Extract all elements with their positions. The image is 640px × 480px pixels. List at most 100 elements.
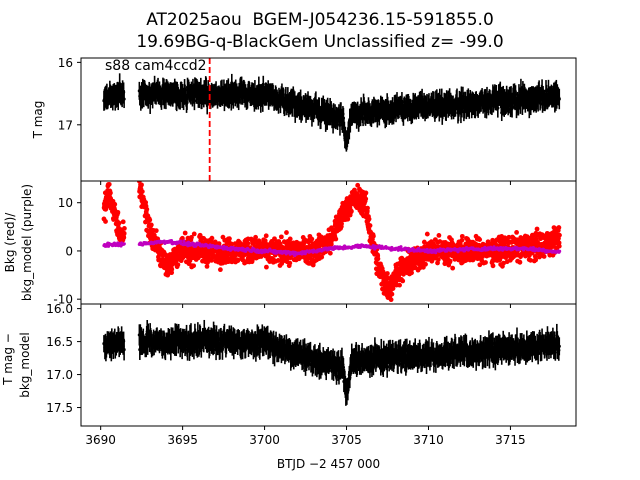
y-axis-label-line2: bkg_model (purple) — [20, 184, 34, 301]
bkg-point — [108, 190, 113, 196]
bkg-point — [144, 206, 150, 212]
bkg-point — [287, 236, 293, 242]
mag-point — [496, 106, 500, 110]
series-middle-0 — [101, 181, 562, 303]
y-tick-label: 16 — [58, 56, 73, 70]
bkg-point — [424, 231, 430, 237]
bkg-point — [528, 257, 533, 263]
plot-area-bottom — [102, 319, 561, 406]
bkg-point — [284, 230, 289, 235]
bkg-point — [483, 260, 488, 265]
bkg-point — [333, 236, 339, 242]
bkg-model-point — [399, 245, 403, 249]
bkg-model-point — [122, 242, 126, 246]
bkg-point — [541, 254, 547, 259]
mag-point — [440, 96, 444, 100]
bkg-point — [115, 209, 121, 215]
bkg-point — [253, 234, 258, 240]
bkg-point — [363, 196, 369, 202]
bkg-point — [122, 226, 127, 231]
bkg-point — [421, 239, 427, 245]
mag-point — [557, 97, 561, 101]
bkg-model-point — [182, 239, 186, 243]
bkg-point — [262, 238, 268, 244]
bkg-point — [175, 262, 181, 268]
mag-point — [122, 97, 126, 101]
panel-top-tmag: s88 cam4ccd2 16 17 T mag — [31, 56, 577, 185]
bkg-point — [506, 234, 512, 240]
bkg-point — [191, 231, 197, 237]
bkg-point — [264, 264, 269, 270]
mag-point — [122, 348, 126, 352]
plot-area-middle — [101, 181, 562, 303]
mag-point — [192, 99, 197, 103]
bkg-point — [436, 232, 442, 238]
bkg-point — [227, 236, 232, 242]
bkg-point — [371, 233, 376, 239]
bkg-point — [112, 201, 118, 207]
bkg-point — [389, 291, 395, 297]
bkg-point — [182, 230, 188, 236]
bkg-point — [287, 260, 293, 266]
bkg-point — [121, 235, 127, 241]
chart-title-line-2: 19.69BG-q-BlackGem Unclassified z= -99.0 — [136, 32, 504, 52]
bkg-point — [106, 181, 112, 187]
bkg-point — [551, 225, 557, 230]
y-tick-label: 0 — [65, 244, 73, 258]
bkg-point — [450, 265, 456, 271]
bkg-point — [310, 262, 316, 268]
bkg-point — [156, 256, 162, 262]
bkg-point — [367, 223, 373, 228]
y-tick-label: 10 — [58, 196, 73, 210]
bkg-point — [204, 264, 210, 269]
bkg-model-point — [179, 239, 183, 243]
bkg-point — [388, 297, 394, 303]
bkg-point — [532, 253, 538, 259]
bkg-point — [533, 257, 539, 263]
bkg-point — [514, 230, 519, 235]
bkg-point — [429, 258, 435, 264]
bkg-point — [147, 217, 153, 223]
bkg-point — [400, 278, 406, 284]
bkg-point — [191, 263, 197, 269]
bkg-point — [375, 256, 381, 262]
bkg-point — [327, 250, 333, 256]
bkg-point — [189, 234, 194, 240]
bkg-point — [121, 231, 127, 236]
bkg-point — [355, 182, 361, 188]
bkg-point — [384, 271, 390, 276]
series-bottom-0 — [102, 319, 561, 406]
bkg-point — [556, 240, 562, 246]
bkg-point — [278, 234, 284, 240]
bkg-point — [556, 225, 562, 230]
bkg-point — [139, 189, 145, 194]
bkg-point — [556, 243, 562, 249]
mag-point — [185, 100, 189, 105]
bkg-point — [217, 267, 223, 273]
bkg-point — [348, 208, 354, 214]
sector-annotation: s88 cam4ccd2 — [105, 58, 207, 74]
bkg-point — [365, 205, 370, 211]
bkg-point — [517, 259, 523, 265]
bkg-point — [345, 216, 351, 222]
bkg-point — [435, 257, 441, 262]
bkg-point — [339, 221, 344, 227]
bkg-point — [143, 200, 149, 205]
bkg-point — [116, 220, 122, 226]
bkg-point — [120, 219, 126, 225]
y-axis-label-line1: Bkg (red)/ — [3, 212, 17, 273]
series-middle-1 — [102, 239, 562, 258]
bkg-point — [263, 233, 269, 239]
bkg-point — [103, 219, 108, 224]
y-tick-label: 17 — [58, 118, 73, 132]
bkg-point — [169, 266, 175, 272]
bkg-point — [557, 232, 562, 238]
series-top-0 — [102, 73, 561, 152]
bkg-point — [535, 239, 541, 245]
bkg-point — [423, 261, 428, 267]
bkg-model-point — [558, 249, 562, 253]
bkg-point — [235, 258, 241, 263]
bkg-point — [409, 270, 414, 276]
